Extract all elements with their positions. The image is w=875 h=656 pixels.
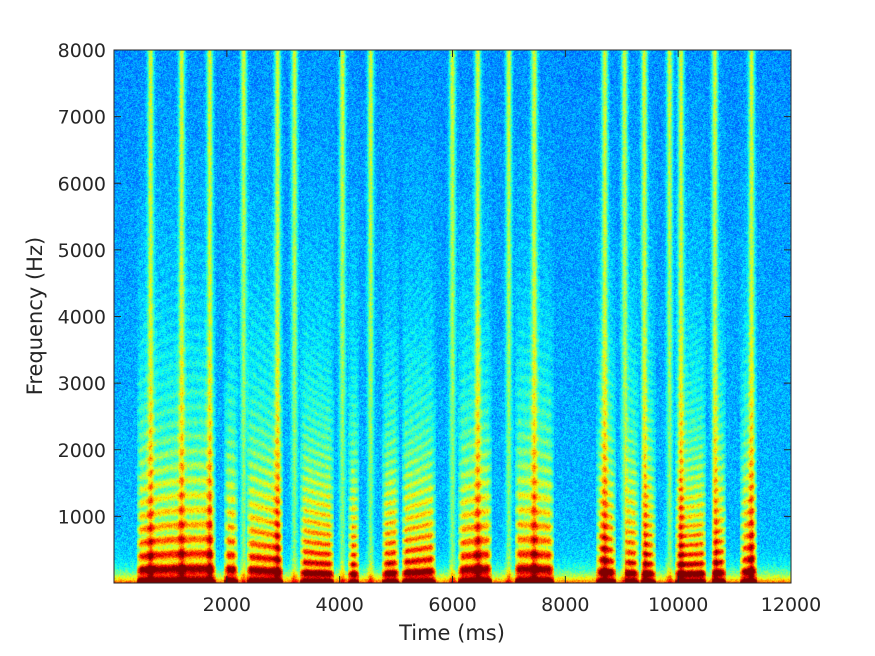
y-tick-label: 7000 [58, 107, 106, 129]
y-tick-label: 1000 [58, 506, 106, 528]
x-tick-label: 8000 [541, 594, 589, 616]
y-tick-label: 8000 [58, 40, 106, 62]
y-axis-label: Frequency (Hz) [23, 237, 47, 395]
spectrogram-heatmap [114, 50, 791, 583]
y-axis-ticks: 1000 2000 3000 4000 5000 6000 7000 8000 [58, 40, 791, 528]
x-tick-label: 10000 [648, 594, 708, 616]
x-axis-label: Time (ms) [398, 621, 505, 645]
y-tick-label: 3000 [58, 373, 106, 395]
y-tick-label: 2000 [58, 440, 106, 462]
x-tick-label: 6000 [428, 594, 476, 616]
y-tick-label: 6000 [58, 173, 106, 195]
spectrogram-image-container [114, 50, 791, 583]
x-tick-label: 2000 [203, 594, 251, 616]
y-tick-label: 5000 [58, 240, 106, 262]
x-tick-label: 12000 [761, 594, 821, 616]
x-axis-ticks: 2000 4000 6000 8000 10000 12000 [203, 50, 821, 616]
x-tick-label: 4000 [315, 594, 363, 616]
y-tick-label: 4000 [58, 307, 106, 329]
